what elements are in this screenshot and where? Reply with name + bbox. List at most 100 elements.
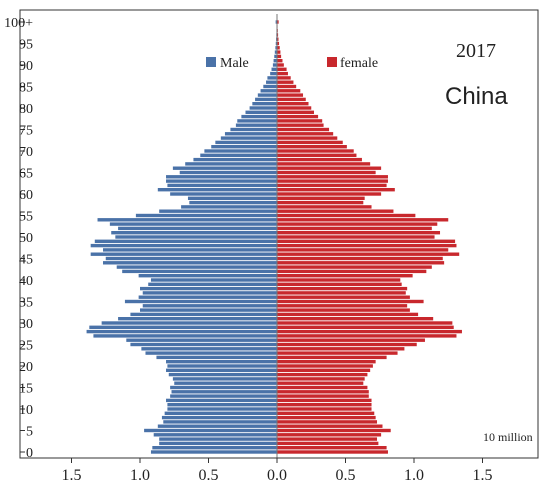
bar-female-age-80 [277, 106, 311, 109]
bar-male-age-75 [230, 128, 277, 131]
legend-swatch-female [327, 57, 337, 67]
bar-male-age-61 [158, 188, 277, 191]
bar-female-age-40 [277, 278, 400, 281]
bar-female-age-73 [277, 136, 337, 139]
bar-male-age-56 [159, 210, 277, 213]
bar-male-age-85 [263, 85, 277, 88]
bar-male-age-1 [152, 446, 277, 449]
bar-male-age-89 [272, 68, 277, 71]
bar-female-age-24 [277, 347, 404, 350]
bar-male-age-47 [103, 248, 277, 251]
bar-male-age-4 [154, 433, 277, 436]
bar-female-age-4 [277, 433, 381, 436]
y-tick-label-8: 40 [19, 274, 33, 289]
x-tick-label-0: 1.5 [62, 467, 82, 484]
bar-female-age-92 [277, 55, 281, 58]
bar-male-age-21 [166, 360, 277, 363]
bar-male-age-60 [170, 192, 277, 195]
bar-female-age-53 [277, 222, 437, 225]
x-tick-label-1: 1.0 [130, 467, 150, 484]
x-unit-label: 10 million [483, 430, 533, 444]
bar-female-age-27 [277, 334, 456, 337]
bar-male-age-14 [172, 390, 277, 393]
bar-female-age-15 [277, 386, 367, 389]
bar-female-age-46 [277, 253, 459, 256]
bar-female-age-85 [277, 85, 296, 88]
bar-male-age-77 [237, 119, 277, 122]
y-tick-label-9: 45 [19, 253, 33, 268]
bar-female-age-88 [277, 72, 288, 75]
bar-female-age-43 [277, 265, 432, 268]
x-tick-label-5: 1.0 [404, 467, 424, 484]
bar-female-age-9 [277, 412, 374, 415]
bar-female-age-3 [277, 437, 377, 440]
bar-female-age-30 [277, 321, 452, 324]
bar-male-age-20 [167, 364, 277, 367]
bar-male-age-45 [106, 257, 277, 260]
y-tick-label-17: 85 [19, 81, 33, 96]
bar-female-age-42 [277, 270, 426, 273]
bar-male-age-59 [188, 197, 277, 200]
bar-female-age-28 [277, 330, 462, 333]
bar-female-age-58 [277, 201, 363, 204]
bar-male-age-31 [118, 317, 277, 320]
bar-male-age-30 [102, 321, 277, 324]
bar-male-age-27 [93, 334, 277, 337]
legend-swatch-male [206, 57, 216, 67]
bar-male-age-90 [273, 63, 277, 66]
bar-female-age-8 [277, 416, 376, 419]
bar-male-age-38 [140, 287, 277, 290]
bar-male-age-42 [122, 270, 277, 273]
bar-female-age-86 [277, 81, 293, 84]
bar-female-age-93 [277, 50, 280, 53]
y-tick-label-5: 25 [19, 339, 33, 354]
bar-female-age-47 [277, 248, 448, 251]
bar-male-age-25 [130, 343, 277, 346]
bar-female-age-57 [277, 205, 372, 208]
bar-male-age-84 [261, 89, 277, 92]
bar-male-age-73 [221, 136, 277, 139]
bar-male-age-36 [139, 296, 277, 299]
bar-male-age-55 [136, 214, 277, 217]
bar-female-age-50 [277, 235, 435, 238]
bar-female-age-48 [277, 244, 456, 247]
bar-male-age-35 [125, 300, 277, 303]
bar-female-age-63 [277, 179, 388, 182]
bar-male-age-8 [162, 416, 277, 419]
bar-female-age-0 [277, 450, 388, 453]
bar-female-age-23 [277, 351, 398, 354]
bar-female-age-26 [277, 339, 425, 342]
bar-male-age-40 [151, 278, 277, 281]
bar-female-age-76 [277, 124, 324, 127]
bar-male-age-65 [180, 171, 277, 174]
bar-male-age-63 [166, 179, 277, 182]
bar-female-age-89 [277, 68, 287, 71]
bar-female-age-64 [277, 175, 388, 178]
bar-male-age-23 [145, 351, 277, 354]
bar-female-age-74 [277, 132, 333, 135]
bar-female-age-18 [277, 373, 367, 376]
bar-male-age-43 [117, 265, 277, 268]
bar-female-age-77 [277, 119, 322, 122]
bar-male-age-34 [143, 304, 277, 307]
bar-male-age-71 [211, 145, 277, 148]
bar-male-age-68 [193, 158, 277, 161]
bar-male-age-54 [98, 218, 277, 221]
bar-female-age-66 [277, 167, 381, 170]
bar-male-age-58 [189, 201, 277, 204]
bar-male-age-24 [141, 347, 277, 350]
bar-female-age-70 [277, 149, 354, 152]
bar-female-age-2 [277, 442, 378, 445]
y-tick-label-6: 30 [19, 317, 33, 332]
bar-male-age-88 [270, 72, 277, 75]
x-tick-label-6: 1.5 [473, 467, 493, 484]
y-tick-label-19: 95 [19, 38, 33, 53]
bar-male-age-66 [173, 167, 277, 170]
legend: Male female [206, 56, 378, 71]
bar-female-age-14 [277, 390, 369, 393]
bar-male-age-49 [95, 240, 277, 243]
y-tick-label-15: 75 [19, 124, 33, 139]
y-tick-label-2: 10 [19, 403, 33, 418]
bar-female-age-38 [277, 287, 407, 290]
bar-female-age-1 [277, 446, 387, 449]
